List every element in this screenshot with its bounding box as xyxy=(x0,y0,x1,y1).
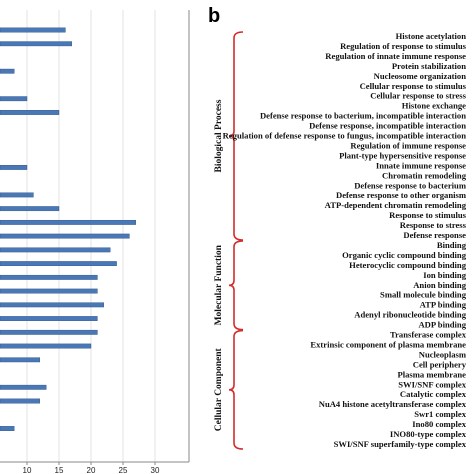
go-term-label: Defense response, incompatible interacti… xyxy=(309,121,466,131)
go-term-label: Nucleoplasm xyxy=(419,349,467,359)
tick-label: 30 xyxy=(151,466,160,474)
go-term-label: Cellular response to stress xyxy=(370,91,466,101)
go-term-label: Defense response to other organism xyxy=(336,190,467,200)
bars xyxy=(0,27,137,431)
bar xyxy=(0,206,60,212)
category-label: Biological Process xyxy=(214,99,224,172)
bar xyxy=(0,27,66,33)
go-term-label: Extrinsic component of plasma membrane xyxy=(310,339,466,349)
go-term-label: Protein stabilization xyxy=(392,61,466,71)
go-term-label: Cellular response to stimulus xyxy=(360,81,467,91)
go-term-label: Ino80 complex xyxy=(412,419,466,429)
bar xyxy=(0,233,130,239)
bar xyxy=(0,68,15,74)
bar xyxy=(0,343,92,349)
category-bracket xyxy=(228,240,244,331)
bar xyxy=(0,165,28,170)
bar xyxy=(0,192,34,198)
bar xyxy=(0,219,137,225)
go-term-label: Histone exchange xyxy=(402,101,466,111)
go-term-label: Anion binding xyxy=(413,280,466,290)
go-term-label: Adenyl ribonucleotide binding xyxy=(354,310,466,320)
go-term-label: Heterocyclic compound binding xyxy=(349,260,467,270)
go-term-label: Regulation of innate immune response xyxy=(325,51,466,61)
go-term-label: ADP binding xyxy=(418,320,466,330)
bar xyxy=(0,110,60,115)
category-bracket xyxy=(228,31,244,241)
go-term-label: Chromatin remodeling xyxy=(382,170,467,180)
go-term-label: Regulation of response to stimulus xyxy=(340,41,467,51)
go-term-label: Response to stimulus xyxy=(389,210,467,220)
go-term-label: SWI/SNF superfamily-type complex xyxy=(334,439,467,449)
bar xyxy=(0,274,98,280)
go-term-label: Plant-type hypersensitive response xyxy=(339,150,466,160)
go-term-label: Small molecule binding xyxy=(380,290,467,300)
go-term-label: Regulation of immune response xyxy=(350,140,466,150)
category-label: Molecular Function xyxy=(214,244,224,325)
bar xyxy=(0,247,111,253)
go-term-label: Defense response to bacterium xyxy=(354,180,467,190)
bar xyxy=(0,384,47,390)
category-label: Cellular Component xyxy=(214,347,224,431)
bar xyxy=(0,316,98,321)
bar xyxy=(0,302,105,308)
bar xyxy=(0,426,15,431)
tick-label: 25 xyxy=(119,466,128,474)
bar xyxy=(0,329,98,335)
bar-chart-panel: 10 15 20 25 30 xyxy=(0,10,190,474)
go-term-label: INO80-type complex xyxy=(390,429,467,439)
go-term-label: NuA4 histone acetyltransferase complex xyxy=(319,399,467,409)
go-term-label: Histone acetylation xyxy=(396,31,467,41)
go-term-label: Response to stress xyxy=(400,220,467,230)
go-term-label: Swr1 complex xyxy=(414,409,466,419)
go-term-label: Nucleosome organization xyxy=(374,71,467,81)
bar xyxy=(0,41,73,47)
x-axis-ticks: 10 15 20 25 30 xyxy=(23,462,160,474)
go-term-label: Ion binding xyxy=(423,270,466,280)
bar xyxy=(0,357,40,363)
go-term-label: ATP binding xyxy=(420,300,467,310)
go-term-label: Transferase complex xyxy=(390,330,467,340)
panel-label: b xyxy=(208,5,220,27)
go-term-label: Cell periphery xyxy=(413,359,467,369)
bar xyxy=(0,398,40,404)
go-term-label: SWI/SNF complex xyxy=(398,379,466,389)
go-term-label: Innate immune response xyxy=(376,160,466,170)
go-term-label: Catalytic complex xyxy=(400,389,467,399)
go-term-label: ATP-dependent chromatin remodeling xyxy=(325,200,467,210)
bar xyxy=(0,96,28,102)
category-brackets: Biological Process Molecular Function Cell… xyxy=(214,31,244,450)
tick-label: 20 xyxy=(87,466,96,474)
go-term-label: Defense response to bacterium, incompati… xyxy=(260,111,466,121)
tick-label: 10 xyxy=(23,466,32,474)
go-term-label: Regulation of defense response to fungus… xyxy=(223,131,467,141)
tick-label: 15 xyxy=(55,466,64,474)
bar xyxy=(0,261,117,267)
go-term-label: Defense response xyxy=(403,230,466,240)
go-term-label: Organic cyclic compound binding xyxy=(342,250,467,260)
go-term-label: Plasma membrane xyxy=(398,369,467,379)
category-bracket xyxy=(228,329,244,450)
go-term-label: Binding xyxy=(437,240,467,250)
bar xyxy=(0,288,98,294)
